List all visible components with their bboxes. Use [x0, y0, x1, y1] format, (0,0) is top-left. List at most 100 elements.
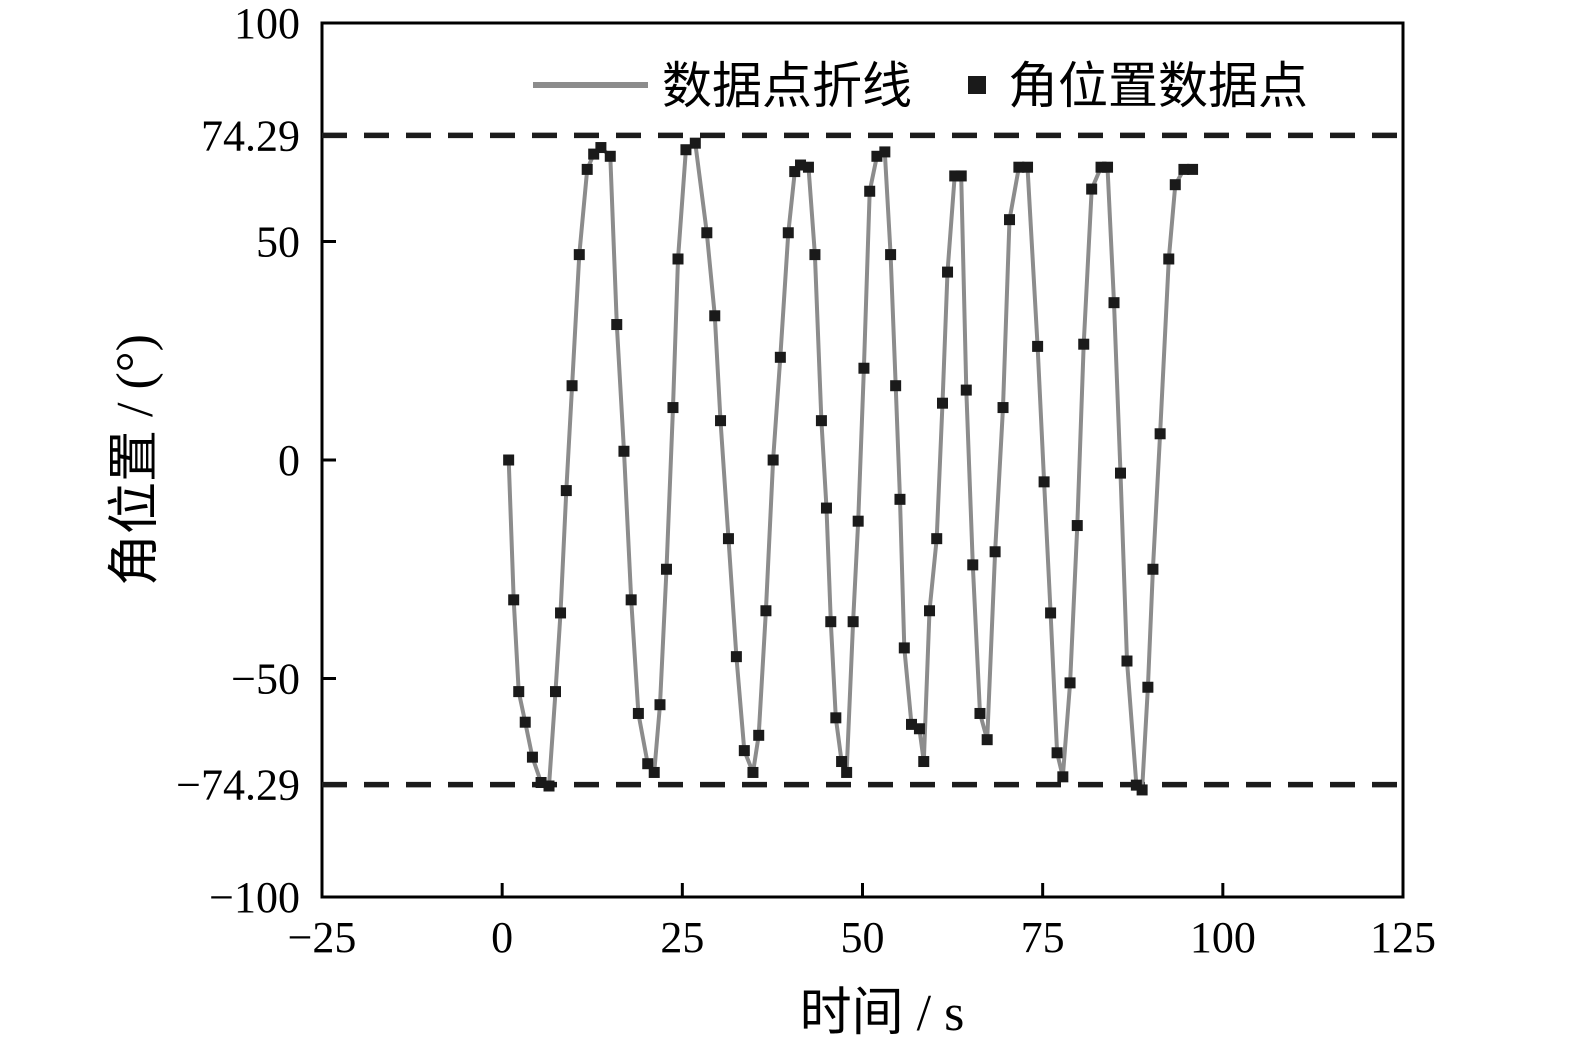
data-point-marker [1057, 771, 1069, 783]
data-point-marker [830, 712, 842, 724]
x-tick-label: 25 [660, 913, 704, 962]
data-point-marker [549, 686, 561, 698]
data-point-marker [1078, 338, 1090, 350]
data-point-marker [997, 402, 1009, 414]
data-point-marker [871, 150, 883, 162]
data-point-marker [847, 616, 859, 628]
data-point-marker [795, 159, 807, 171]
data-point-marker [604, 150, 616, 162]
legend-square-marker-icon [968, 76, 986, 94]
data-point-marker [747, 766, 759, 778]
data-point-marker [1095, 161, 1107, 173]
data-point-marker [611, 319, 623, 331]
data-point-marker [588, 148, 600, 160]
data-point-marker [689, 137, 701, 149]
data-point-marker [760, 605, 772, 617]
data-point-marker [738, 745, 750, 757]
data-point-marker [1038, 476, 1050, 488]
data-point-marker [1086, 183, 1098, 195]
data-point-marker [535, 777, 547, 789]
y-tick-label: −74.29 [176, 761, 300, 810]
y-tick-label: −50 [231, 655, 300, 704]
data-point-marker [1136, 784, 1148, 796]
data-point-marker [566, 380, 578, 392]
x-tick-label: 75 [1021, 913, 1065, 962]
data-point-marker [1142, 681, 1154, 693]
data-point-marker [864, 185, 876, 197]
y-tick-label: 50 [256, 218, 300, 267]
data-point-marker [894, 493, 906, 505]
plot-frame [320, 21, 1405, 899]
data-point-marker [918, 756, 930, 768]
data-point-marker [1114, 467, 1126, 479]
data-point-marker [1147, 563, 1159, 575]
y-tick-label: −100 [209, 873, 300, 922]
data-layer [503, 137, 1199, 796]
data-point-marker [595, 142, 607, 154]
data-point-marker [858, 362, 870, 374]
data-polyline [506, 141, 1195, 792]
data-point-marker [672, 253, 684, 265]
x-tick-label: −25 [288, 913, 357, 962]
data-point-marker [1032, 340, 1044, 352]
data-point-marker [836, 756, 848, 768]
axes-layer: −25 0 25 50 75 100 125 100 74.29 50 0 −50 −74.29 −100 [176, 0, 1436, 962]
data-point-marker [1013, 161, 1025, 173]
data-point-marker [789, 166, 801, 178]
legend-label-line: 数据点折线 [662, 58, 912, 114]
data-point-marker [820, 502, 832, 514]
data-point-marker [767, 454, 779, 466]
data-point-marker [1022, 161, 1034, 173]
data-point-marker [730, 651, 742, 663]
data-point-marker [1178, 163, 1190, 175]
data-point-marker [809, 249, 821, 261]
data-point-marker [898, 642, 910, 654]
data-point-marker [949, 170, 961, 182]
x-axis-title: 时间 / s [800, 985, 965, 1042]
data-point-marker [1102, 161, 1114, 173]
data-point-marker [508, 594, 520, 606]
data-point-marker [654, 699, 666, 711]
data-point-marker [513, 686, 525, 698]
data-point-marker [774, 351, 786, 363]
data-point-marker [981, 734, 993, 746]
data-point-marker [1187, 163, 1199, 175]
data-point-marker [1108, 297, 1120, 309]
data-point-marker [852, 515, 864, 527]
data-point-marker [753, 729, 765, 741]
data-point-marker [1154, 428, 1166, 440]
data-point-marker [1169, 179, 1181, 191]
data-point-marker [1071, 520, 1083, 532]
data-point-marker [1045, 607, 1057, 619]
data-point-marker [667, 402, 679, 414]
data-point-marker [642, 758, 654, 770]
data-point-marker [1051, 747, 1063, 759]
data-point-marker [955, 170, 967, 182]
x-tick-label: 100 [1190, 913, 1256, 962]
data-point-marker [974, 707, 986, 719]
data-point-marker [989, 546, 1001, 558]
data-point-marker [660, 563, 672, 575]
data-point-marker [543, 780, 555, 792]
data-point-marker [632, 707, 644, 719]
data-point-marker [715, 415, 727, 427]
y-axis-title: 角位置 / (°) [107, 334, 164, 586]
x-tick-label: 0 [491, 913, 513, 962]
y-tick-label: 74.29 [201, 111, 300, 160]
data-point-marker [825, 616, 837, 628]
data-point-marker [906, 718, 918, 730]
data-point-marker [942, 266, 954, 278]
data-point-marker [625, 594, 637, 606]
data-point-marker [967, 559, 979, 571]
data-point-marker [879, 146, 891, 158]
data-point-marker [701, 227, 713, 239]
data-point-marker [555, 607, 567, 619]
data-point-marker [960, 384, 972, 396]
data-point-marker [924, 605, 936, 617]
data-point-marker [931, 533, 943, 545]
data-point-marker [560, 485, 572, 497]
data-point-marker [815, 415, 827, 427]
data-point-marker [782, 227, 794, 239]
bounds-layer [322, 132, 1403, 788]
y-tick-label: 0 [278, 436, 300, 485]
